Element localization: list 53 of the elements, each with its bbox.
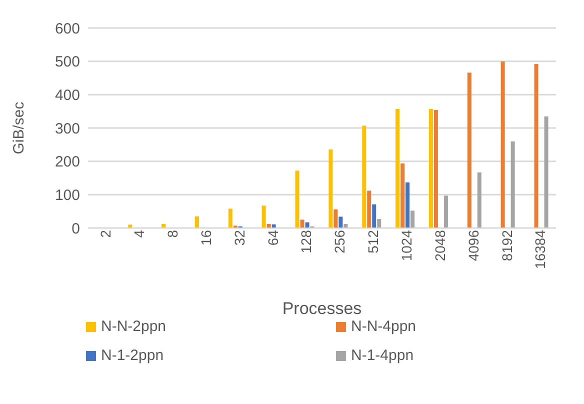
x-tick-label: 2048 xyxy=(432,230,448,262)
bar xyxy=(406,182,410,228)
y-tick-label: 0 xyxy=(72,220,80,238)
x-tick-label: 4 xyxy=(131,230,148,238)
bar xyxy=(500,61,505,228)
bar xyxy=(467,72,472,228)
bar xyxy=(128,224,132,228)
legend-label: N-N-4ppn xyxy=(351,318,416,335)
bar xyxy=(544,116,548,228)
bar xyxy=(396,109,400,228)
bar xyxy=(372,204,376,228)
bar xyxy=(295,170,300,228)
x-tick-label: 8192 xyxy=(498,230,515,262)
bar xyxy=(477,172,482,228)
bar xyxy=(410,210,415,228)
y-tick-label: 500 xyxy=(54,54,80,71)
bar xyxy=(434,110,438,228)
bar xyxy=(362,126,366,228)
bar xyxy=(262,206,266,228)
bar xyxy=(300,220,304,228)
bar xyxy=(510,141,515,228)
bar xyxy=(194,216,199,228)
x-tick-label: 2 xyxy=(98,230,114,238)
bar xyxy=(328,149,333,228)
x-tick-label: 128 xyxy=(298,230,314,254)
bar xyxy=(534,64,538,228)
y-tick-label: 100 xyxy=(54,186,80,204)
x-tick-label: 4096 xyxy=(465,230,482,262)
bar xyxy=(334,209,338,228)
bar xyxy=(444,196,448,228)
y-tick-label: 600 xyxy=(54,20,80,38)
y-axis-title: GiB/sec xyxy=(10,101,28,154)
x-tick-label: 1024 xyxy=(398,230,415,262)
x-axis-title: Processes xyxy=(282,299,362,318)
x-tick-label: 16384 xyxy=(532,230,548,269)
y-tick-label: 200 xyxy=(54,154,80,171)
x-tick-label: 16 xyxy=(198,230,214,246)
x-tick-label: 256 xyxy=(332,230,348,254)
bar xyxy=(377,219,382,228)
legend-label: N-N-2ppn xyxy=(101,318,166,335)
y-tick-label: 300 xyxy=(54,120,80,138)
legend-label: N-1-4ppn xyxy=(351,347,414,364)
y-tick-label: 400 xyxy=(54,86,80,104)
x-tick-label: 512 xyxy=(365,230,382,254)
bar xyxy=(228,208,232,228)
x-tick-label: 64 xyxy=(264,230,281,246)
bar xyxy=(338,216,343,228)
legend-label: N-1-2ppn xyxy=(101,347,164,364)
bar xyxy=(367,190,372,228)
bar xyxy=(428,109,433,228)
bar xyxy=(400,163,405,228)
x-tick-label: 8 xyxy=(164,230,181,238)
x-tick-label: 32 xyxy=(231,230,248,246)
